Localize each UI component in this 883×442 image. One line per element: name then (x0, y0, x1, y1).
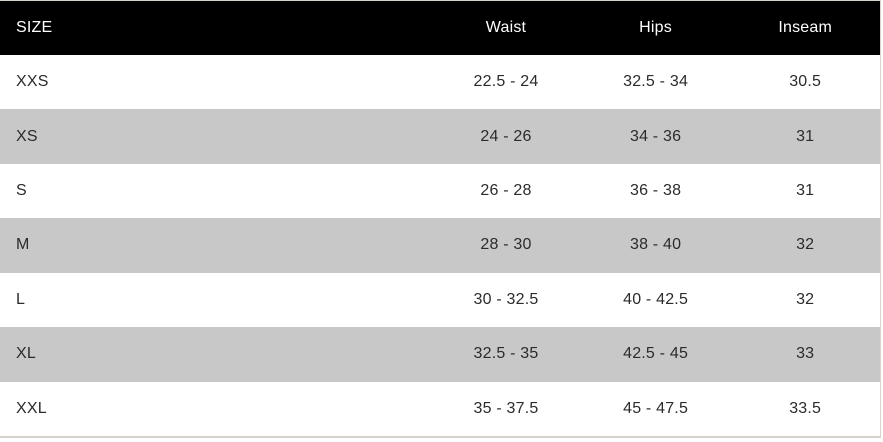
table-row-xl: XL 32.5 - 35 42.5 - 45 33 (0, 327, 880, 382)
size-label: XXS (16, 73, 49, 91)
inseam-value: 33 (796, 345, 815, 363)
size-label: L (16, 290, 26, 308)
hips-value: 45 - 47.5 (623, 399, 689, 417)
waist-value: 24 - 26 (480, 127, 532, 145)
waist-value: 26 - 28 (480, 182, 532, 200)
table-row-l: L 30 - 32.5 40 - 42.5 32 (0, 272, 880, 328)
table-row-xxl: XXL 35 - 37.5 45 - 47.5 33.5 (0, 381, 880, 436)
inseam-value: 31 (796, 182, 815, 200)
table-row-s: S 26 - 28 36 - 38 31 (0, 163, 880, 219)
inseam-value: 31 (796, 127, 815, 145)
waist-value: 22.5 - 24 (473, 73, 539, 91)
inseam-value: 32 (796, 236, 815, 254)
size-label: XL (16, 345, 36, 363)
size-label: M (16, 236, 30, 254)
waist-value: 35 - 37.5 (473, 399, 539, 417)
waist-value: 30 - 32.5 (473, 290, 539, 308)
inseam-value: 32 (796, 290, 815, 308)
column-header-hips: Hips (580, 1, 731, 55)
header-row: SIZE Waist Hips Inseam (0, 1, 880, 55)
inseam-value: 33.5 (789, 399, 822, 417)
hips-value: 42.5 - 45 (623, 345, 689, 363)
size-label: XXL (16, 399, 47, 417)
column-header-size: SIZE (0, 1, 432, 55)
waist-value: 32.5 - 35 (473, 345, 539, 363)
size-chart-body: XXS 22.5 - 24 32.5 - 34 30.5 XS 24 - 26 … (0, 55, 880, 436)
column-header-waist: Waist (431, 1, 581, 55)
size-label: S (16, 182, 27, 200)
table-row-xxs: XXS 22.5 - 24 32.5 - 34 30.5 (0, 55, 880, 110)
hips-value: 38 - 40 (629, 236, 682, 254)
hips-value: 40 - 42.5 (623, 290, 689, 308)
inseam-value: 30.5 (789, 73, 822, 91)
table-row-xs: XS 24 - 26 34 - 36 31 (0, 109, 880, 164)
size-label: XS (16, 127, 38, 145)
waist-value: 28 - 30 (480, 236, 532, 254)
hips-value: 34 - 36 (629, 127, 682, 145)
hips-value: 32.5 - 34 (623, 73, 689, 91)
size-chart-header: SIZE Waist Hips Inseam (0, 1, 880, 55)
column-header-inseam: Inseam (730, 1, 880, 55)
table-row-m: M 28 - 30 38 - 40 32 (0, 218, 880, 273)
hips-value: 36 - 38 (629, 182, 682, 200)
